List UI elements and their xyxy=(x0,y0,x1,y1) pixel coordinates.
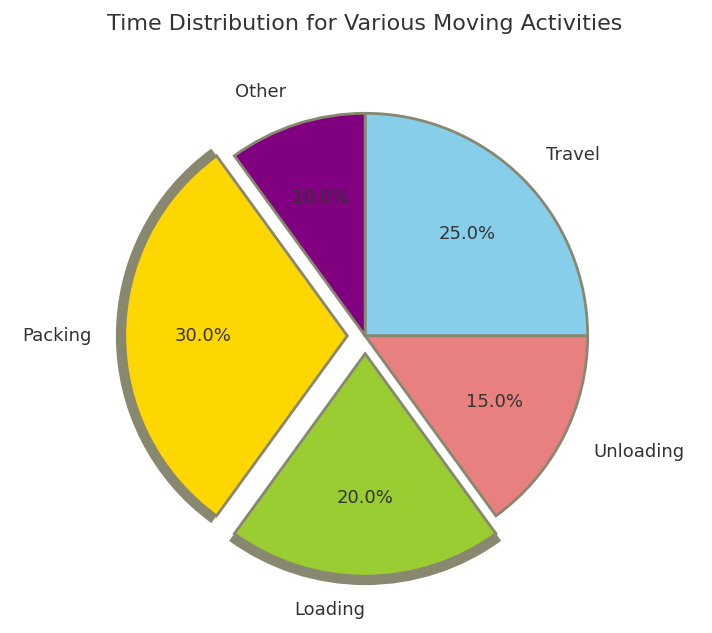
Text: Packing: Packing xyxy=(22,327,91,345)
Text: Loading: Loading xyxy=(294,601,365,618)
Text: 20.0%: 20.0% xyxy=(337,489,394,507)
Wedge shape xyxy=(365,336,587,516)
Wedge shape xyxy=(229,354,501,585)
Wedge shape xyxy=(234,113,365,336)
Text: Unloading: Unloading xyxy=(593,443,684,461)
Wedge shape xyxy=(116,149,347,523)
Text: 25.0%: 25.0% xyxy=(439,225,496,242)
Title: Time Distribution for Various Moving Activities: Time Distribution for Various Moving Act… xyxy=(108,14,623,34)
Text: Travel: Travel xyxy=(546,146,600,164)
Wedge shape xyxy=(234,354,496,576)
Text: 15.0%: 15.0% xyxy=(466,392,523,411)
Text: Other: Other xyxy=(235,84,286,101)
Wedge shape xyxy=(365,113,587,336)
Wedge shape xyxy=(125,156,347,516)
Text: 10.0%: 10.0% xyxy=(292,189,349,207)
Text: 30.0%: 30.0% xyxy=(174,327,231,345)
